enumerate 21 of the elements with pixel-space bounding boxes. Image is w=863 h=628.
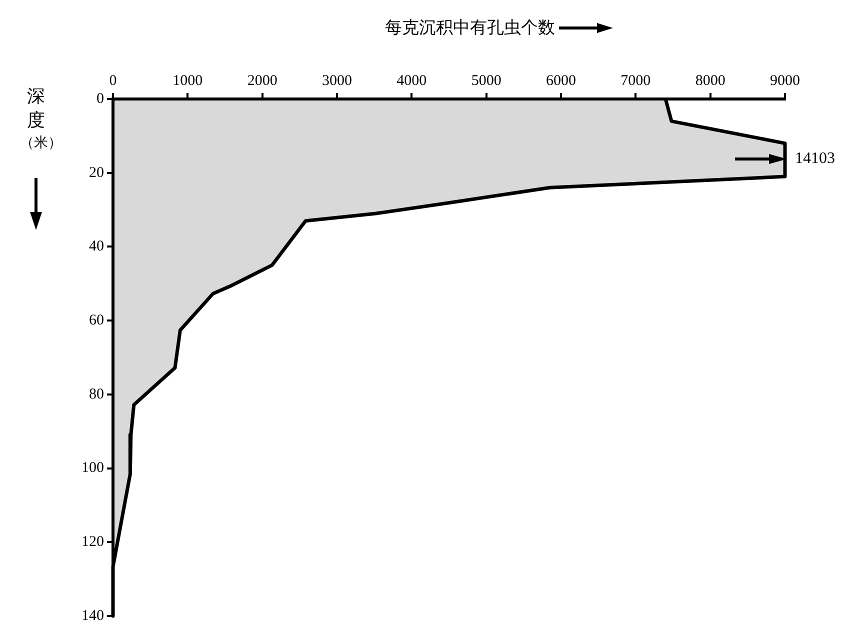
y-tick-label: 60 <box>89 312 104 329</box>
y-tick-label: 20 <box>89 164 104 181</box>
y-tick-label: 80 <box>89 386 104 402</box>
x-tick-label: 4000 <box>396 72 427 89</box>
text: 14103 <box>795 150 835 168</box>
y-tick-label: 0 <box>96 90 104 107</box>
x-axis-title: 每克沉积中有孔虫个数 <box>385 17 555 39</box>
x-tick-label: 8000 <box>695 72 726 89</box>
y-tick-label: 120 <box>82 534 104 550</box>
x-tick-label: 3000 <box>322 72 352 89</box>
x-tick-label: 5000 <box>471 72 502 89</box>
y-axis-title: 深度（米） <box>20 85 62 153</box>
x-tick-label: 2000 <box>247 72 278 89</box>
x-tick-label: 1000 <box>172 72 203 89</box>
y-tick-label: 140 <box>82 608 104 624</box>
x-tick-label: 9000 <box>770 72 800 89</box>
x-tick-label: 0 <box>109 72 117 89</box>
y-tick-label: 100 <box>82 460 104 476</box>
x-tick-label: 7000 <box>620 72 651 89</box>
x-tick-label: 6000 <box>546 72 576 89</box>
y-tick-label: 40 <box>89 238 104 255</box>
